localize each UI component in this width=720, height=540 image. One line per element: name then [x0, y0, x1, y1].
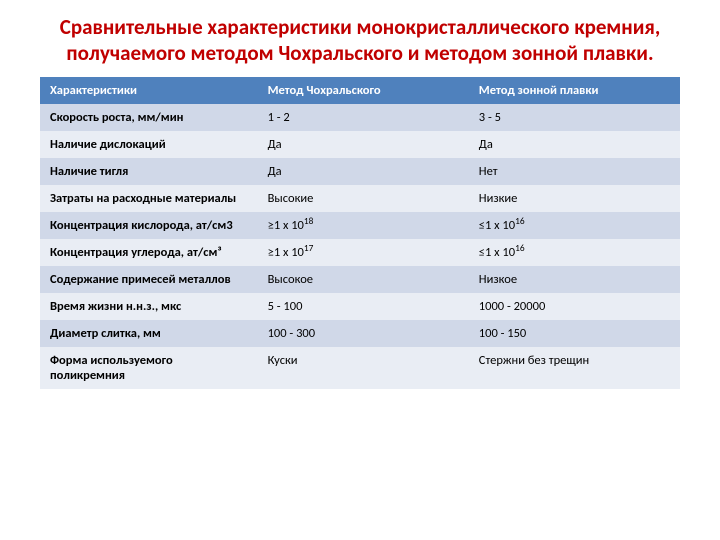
- cell-method2: Низкое: [469, 266, 680, 293]
- cell-param: Скорость роста, мм/мин: [40, 104, 258, 131]
- cell-method2: 3 - 5: [469, 104, 680, 131]
- cell-method2: 1000 - 20000: [469, 293, 680, 320]
- cell-method1: ≥1 x 1018: [258, 212, 469, 239]
- cell-method1: 100 - 300: [258, 320, 469, 347]
- cell-method1: Куски: [258, 347, 469, 389]
- table-row: Затраты на расходные материалыВысокиеНиз…: [40, 185, 680, 212]
- slide-title: Сравнительные характеристики монокристал…: [40, 14, 680, 67]
- cell-method1: Высокое: [258, 266, 469, 293]
- table-row: Концентрация углерода, ат/см³≥1 x 1017≤1…: [40, 239, 680, 266]
- cell-method2: ≤1 x 1016: [469, 239, 680, 266]
- cell-method2: Да: [469, 131, 680, 158]
- cell-param: Форма используемого поликремния: [40, 347, 258, 389]
- cell-method2: Нет: [469, 158, 680, 185]
- cell-param: Концентрация кислорода, ат/см3: [40, 212, 258, 239]
- table-row: Наличие дислокацийДаДа: [40, 131, 680, 158]
- cell-method2: Стержни без трещин: [469, 347, 680, 389]
- cell-method1: 5 - 100: [258, 293, 469, 320]
- cell-param: Затраты на расходные материалы: [40, 185, 258, 212]
- header-method1: Метод Чохральского: [258, 77, 469, 104]
- cell-method2: 100 - 150: [469, 320, 680, 347]
- table-row: Содержание примесей металловВысокоеНизко…: [40, 266, 680, 293]
- header-method2: Метод зонной плавки: [469, 77, 680, 104]
- table-body: Скорость роста, мм/мин1 - 23 - 5Наличие …: [40, 104, 680, 389]
- table-row: Скорость роста, мм/мин1 - 23 - 5: [40, 104, 680, 131]
- cell-method1: 1 - 2: [258, 104, 469, 131]
- cell-method1: ≥1 x 1017: [258, 239, 469, 266]
- cell-method1: Да: [258, 131, 469, 158]
- cell-param: Наличие тигля: [40, 158, 258, 185]
- cell-method2: Низкие: [469, 185, 680, 212]
- cell-method1: Да: [258, 158, 469, 185]
- cell-param: Диаметр слитка, мм: [40, 320, 258, 347]
- comparison-table: Характеристики Метод Чохральского Метод …: [40, 77, 680, 389]
- table-row: Диаметр слитка, мм100 - 300100 - 150: [40, 320, 680, 347]
- table-row: Концентрация кислорода, ат/см3≥1 x 1018≤…: [40, 212, 680, 239]
- cell-param: Содержание примесей металлов: [40, 266, 258, 293]
- cell-method2: ≤1 x 1016: [469, 212, 680, 239]
- cell-param: Время жизни н.н.з., мкс: [40, 293, 258, 320]
- table-row: Наличие тигляДаНет: [40, 158, 680, 185]
- cell-method1: Высокие: [258, 185, 469, 212]
- table-row: Форма используемого поликремнияКускиСтер…: [40, 347, 680, 389]
- table-row: Время жизни н.н.з., мкс5 - 1001000 - 200…: [40, 293, 680, 320]
- cell-param: Наличие дислокаций: [40, 131, 258, 158]
- cell-param: Концентрация углерода, ат/см³: [40, 239, 258, 266]
- table-header-row: Характеристики Метод Чохральского Метод …: [40, 77, 680, 104]
- header-param: Характеристики: [40, 77, 258, 104]
